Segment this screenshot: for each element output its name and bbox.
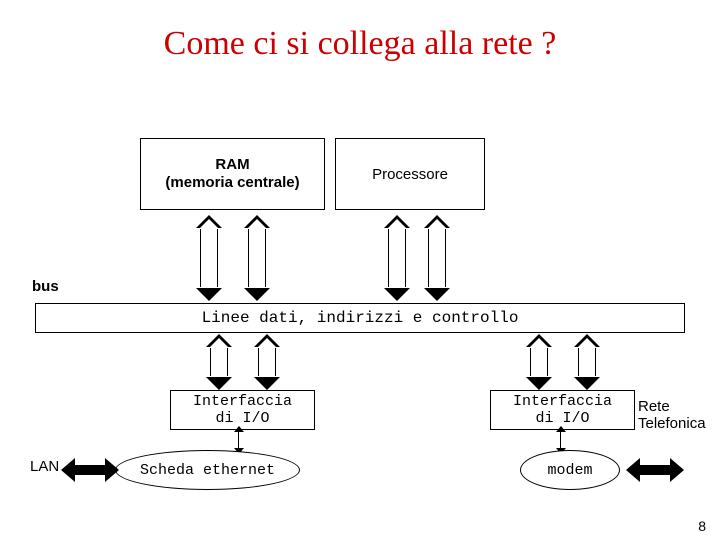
ethernet-card: Scheda ethernet	[115, 450, 300, 490]
interface-io-2: Interfacciadi I/O	[490, 390, 635, 430]
arrow-ram-bus-1	[200, 228, 218, 288]
arrow-bus-if1-2	[258, 347, 276, 377]
bus-label: bus	[32, 278, 59, 295]
bus-bar: Linee dati, indirizzi e controllo	[35, 303, 685, 333]
arrow-if2-modem	[560, 432, 561, 448]
page-number: 8	[698, 518, 706, 534]
arrow-bus-if1-1	[210, 347, 228, 377]
arrow-ram-bus-2	[248, 228, 266, 288]
processor-block: Processore	[335, 138, 485, 210]
arrow-proc-bus-2	[428, 228, 446, 288]
rete-telefonica-label: ReteTelefonica	[638, 398, 706, 433]
diagram-title: Come ci si collega alla rete ?	[0, 25, 720, 63]
arrow-bus-if2-2	[578, 347, 596, 377]
arrow-proc-bus-1	[388, 228, 406, 288]
arrow-bus-if2-1	[530, 347, 548, 377]
arrow-lan-eth	[75, 465, 105, 475]
arrow-if1-eth	[238, 432, 239, 448]
arrow-modem-rete	[640, 465, 670, 475]
lan-label: LAN	[30, 458, 59, 475]
modem-node: modem	[520, 450, 620, 490]
ram-block: RAM(memoria centrale)	[140, 138, 325, 210]
interface-io-1: Interfacciadi I/O	[170, 390, 315, 430]
